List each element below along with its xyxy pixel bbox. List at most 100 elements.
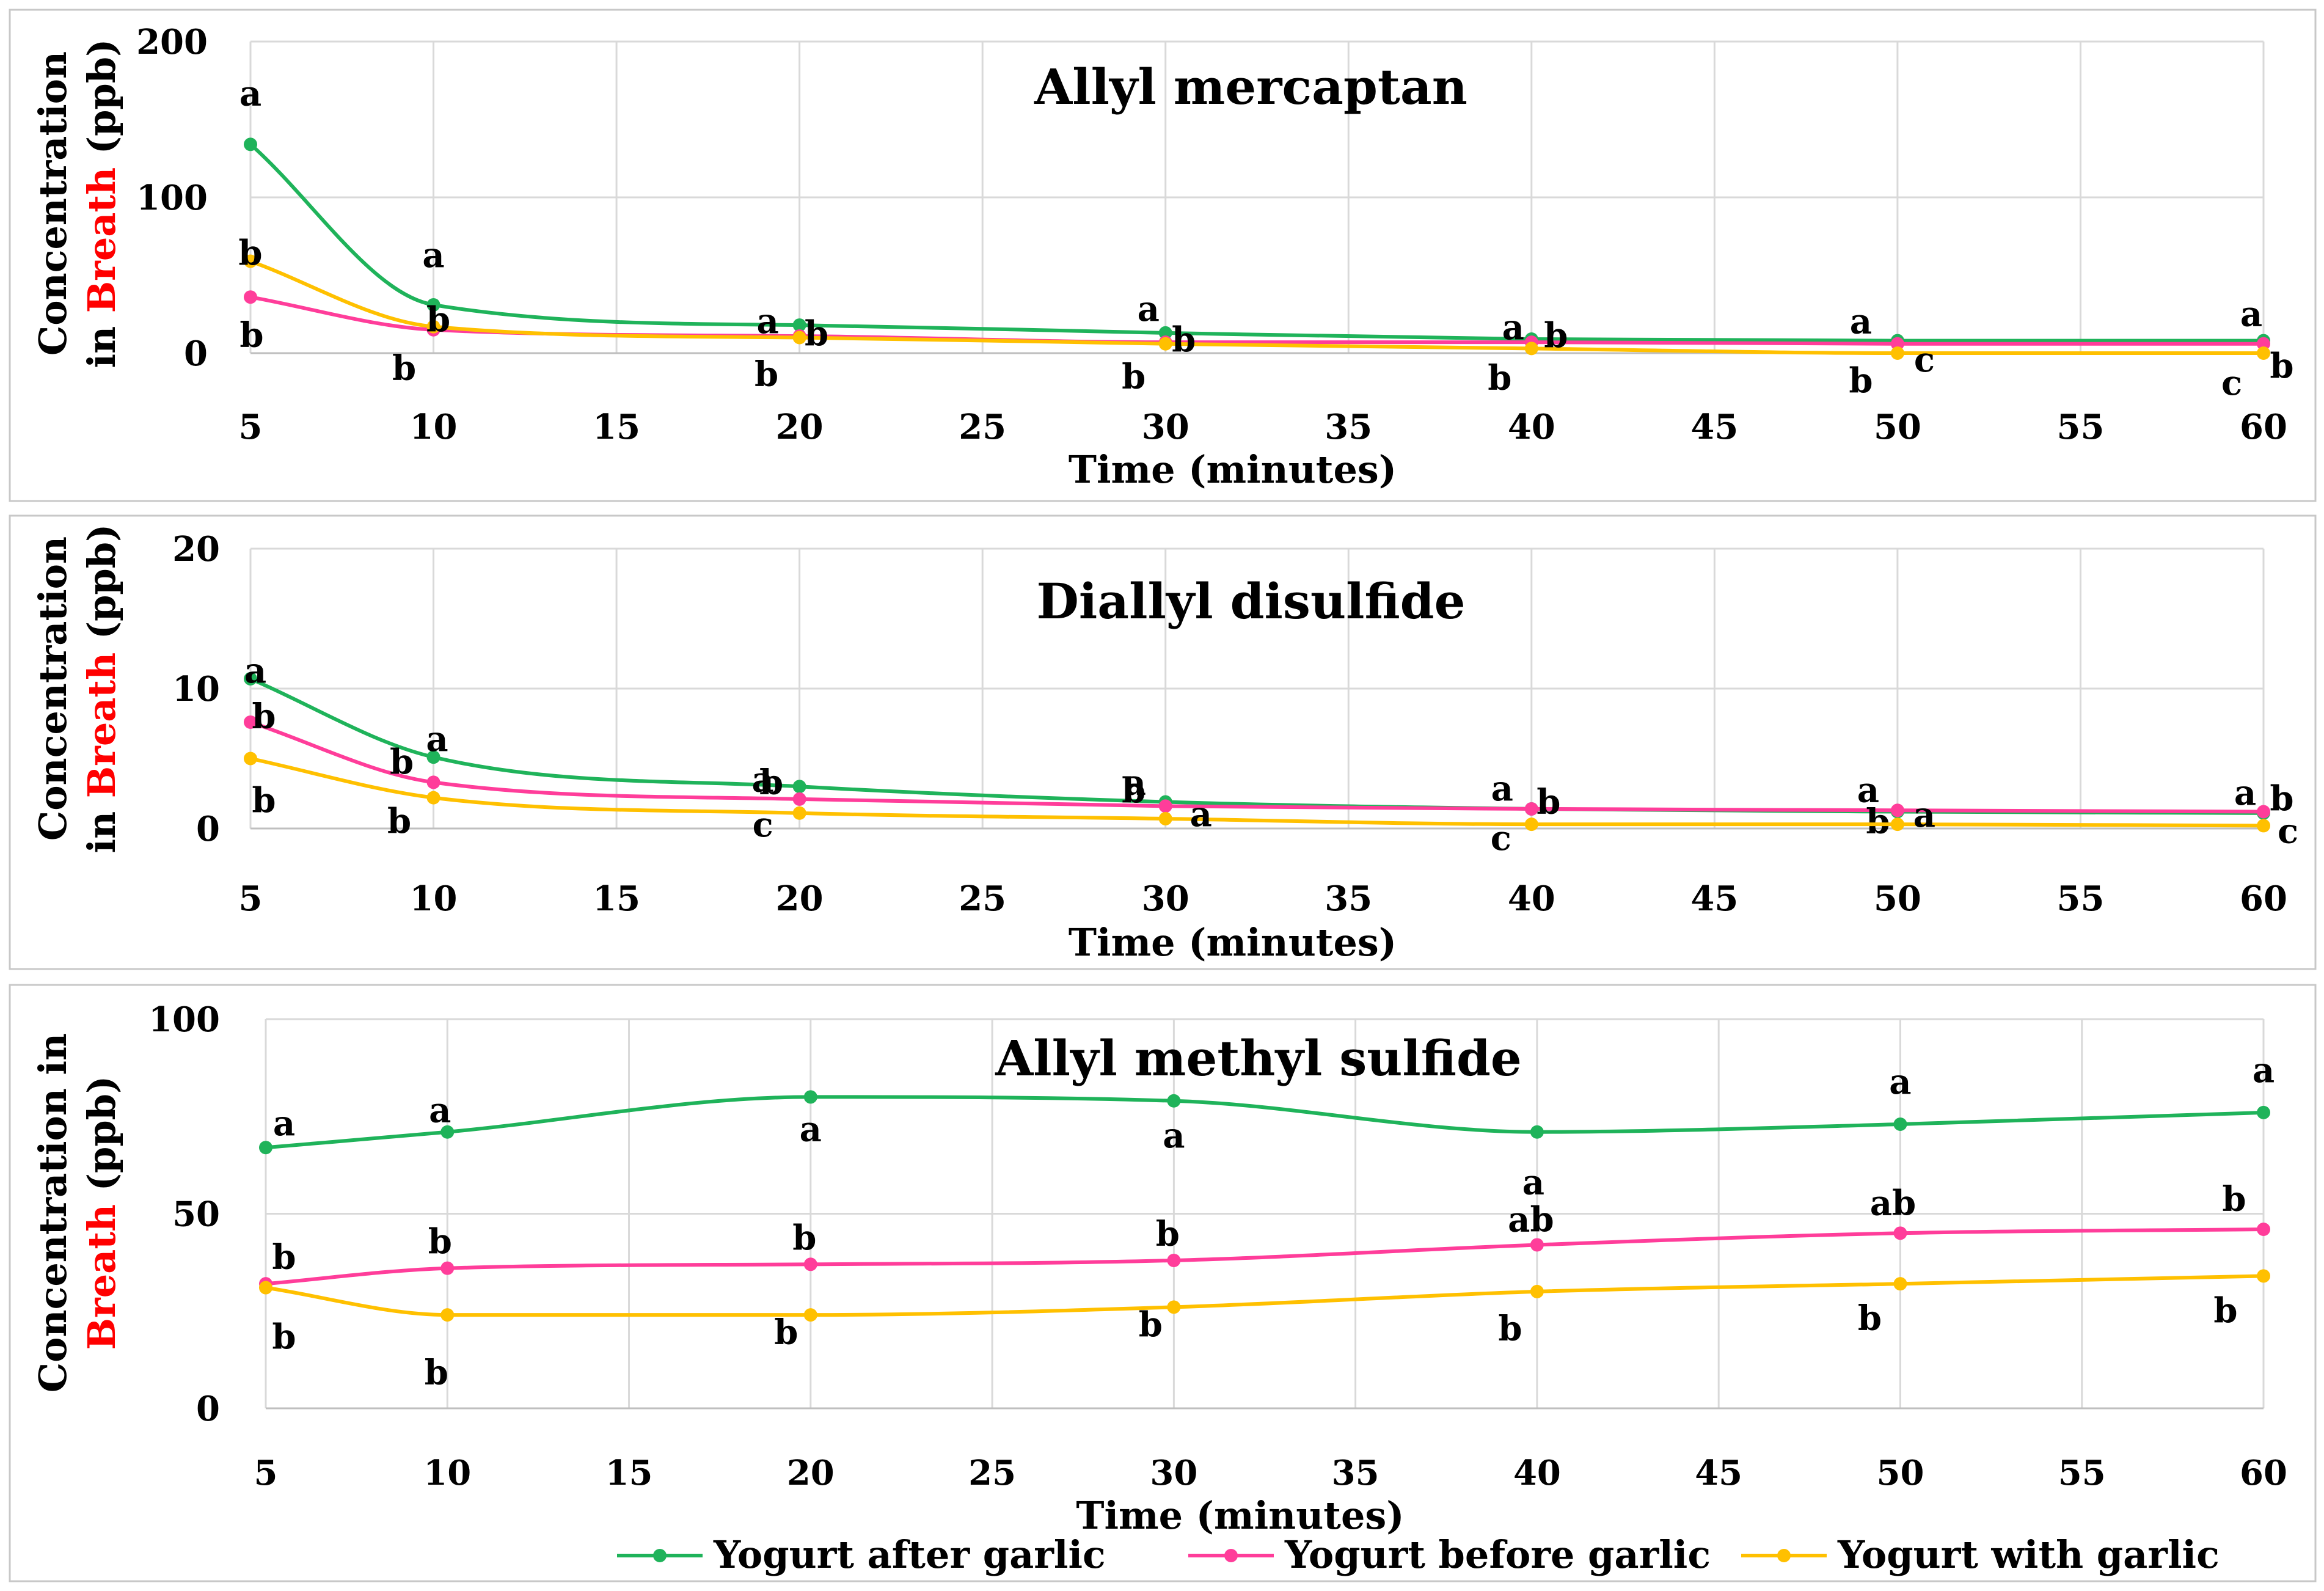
data-point [1524,802,1538,816]
significance-letter: a [1850,302,1872,342]
significance-letter: b [1172,320,1196,360]
series-yogurt-with-garlic: bb c aca c [244,752,2298,858]
significance-letter: ab [1508,1199,1554,1240]
x-tick-label: 55 [2056,407,2104,447]
significance-letter: b [1488,358,1511,398]
legend-item-yogurt-with-garlic: Yogurt with garlic [1741,1532,2220,1577]
x-tick-label: 5 [239,407,263,447]
x-tick-label: 45 [1690,879,1738,919]
significance-letter: b [1122,770,1146,811]
significance-letter: a [751,759,773,800]
data-point [2257,337,2270,351]
data-point [426,320,440,334]
y-axis-title-line: in Breath (ppb) [79,39,124,368]
y-axis-title-line: Concentration [31,51,75,356]
data-point [803,1308,817,1322]
significance-letter: b [755,354,778,395]
significance-letter: a [2240,294,2262,335]
data-point [803,1257,817,1271]
data-point [259,1141,272,1155]
x-tick-label: 60 [2240,1453,2287,1493]
data-point [440,1261,455,1275]
significance-letter: b [759,763,783,803]
significance-letter: b [272,1237,296,1278]
significance-letter: a [1138,289,1160,329]
x-axis-title: Time (minutes) [1076,1493,1404,1538]
x-tick-label: 10 [423,1453,471,1493]
series-yogurt-after-garlic: a a a a a a a [259,1050,2275,1203]
legend-item-yogurt-after-garlic: Yogurt after garlic [617,1532,1106,1577]
y-tick-label: 100 [136,178,208,218]
data-point [2257,1269,2270,1283]
data-point [792,331,806,345]
significance-letter: a [1857,770,1879,811]
y-tick-label: 200 [136,22,208,62]
significance-letter: a [426,719,448,759]
data-point [1890,337,1904,351]
x-tick-label: 55 [2056,879,2104,919]
significance-letter: a [273,1103,295,1144]
chart-title: Allyl methyl sulfide [995,1030,1522,1087]
y-tick-label: 0 [196,809,220,849]
panel-frame [9,514,2317,970]
x-tick-label: 60 [2240,879,2287,919]
x-tick-label: 5 [239,879,263,919]
data-point [792,792,806,806]
significance-letter: c [1491,818,1511,858]
y-tick-label: 50 [172,1194,220,1235]
data-point [792,806,806,820]
data-point [1167,1253,1181,1267]
x-tick-label: 50 [1874,407,1921,447]
x-tick-label: 45 [1695,1453,1742,1493]
x-tick-label: 40 [1513,1453,1561,1493]
significance-letter: b [238,233,262,274]
legend-label: Yogurt with garlic [1837,1532,2220,1577]
data-point [2257,805,2270,819]
data-point [1530,1238,1544,1252]
y-axis-title-highlight: Breath [79,1204,124,1350]
significance-letter: a [422,235,444,276]
y-axis-title-line: Concentration in [31,1033,75,1392]
significance-letter: b [792,1218,816,1258]
data-point [259,1281,272,1295]
data-point [1524,342,1538,356]
significance-letter: a [429,1091,451,1131]
significance-letter: b [387,802,411,842]
y-axis-title: Concentration in Breath (ppb) [31,524,124,854]
data-point [1158,799,1172,813]
significance-letter: b [2270,779,2293,819]
y-tick-label: 10 [172,669,220,709]
significance-letter: b [425,1353,448,1393]
significance-letter: c [2221,363,2242,403]
data-point [426,298,440,312]
legend-swatch-marker [1777,1549,1791,1562]
legend: Yogurt after garlic Yogurt before garlic Y… [617,1532,2220,1577]
y-axis-title-line: Breath (ppb) [79,1076,124,1350]
x-tick-label: 45 [1690,407,1738,447]
data-point [2257,819,2270,833]
data-point [1158,811,1172,825]
x-tick-label: 30 [1142,879,1189,919]
x-tick-label: 20 [787,1453,835,1493]
significance-letter: b [1858,1298,1882,1339]
significance-letter: a [1124,763,1146,803]
data-point [244,254,257,268]
x-tick-label: 15 [593,407,640,447]
y-axis-title: Concentration in Breath (ppb) [31,1033,124,1392]
data-point [792,318,806,332]
gridlines [265,1018,2265,1410]
data-point [1524,817,1538,832]
significance-letter: b [390,742,414,782]
y-tick-label: 20 [172,529,220,569]
y-tick-label: 0 [184,334,208,374]
x-tick-label: 35 [1325,879,1372,919]
y-axis-title-line: in Breath (ppb) [79,524,124,854]
chart-panel-3: 5 10 15 20 25 30 35 40 45 50 55 60 0 50 100 Allyl methy… [9,984,2317,1582]
significance-letter: a [1889,1062,1911,1102]
gridlines [249,547,2265,830]
significance-letter: b [1544,315,1568,356]
data-point [1158,326,1172,340]
significance-letter: b [392,348,416,389]
